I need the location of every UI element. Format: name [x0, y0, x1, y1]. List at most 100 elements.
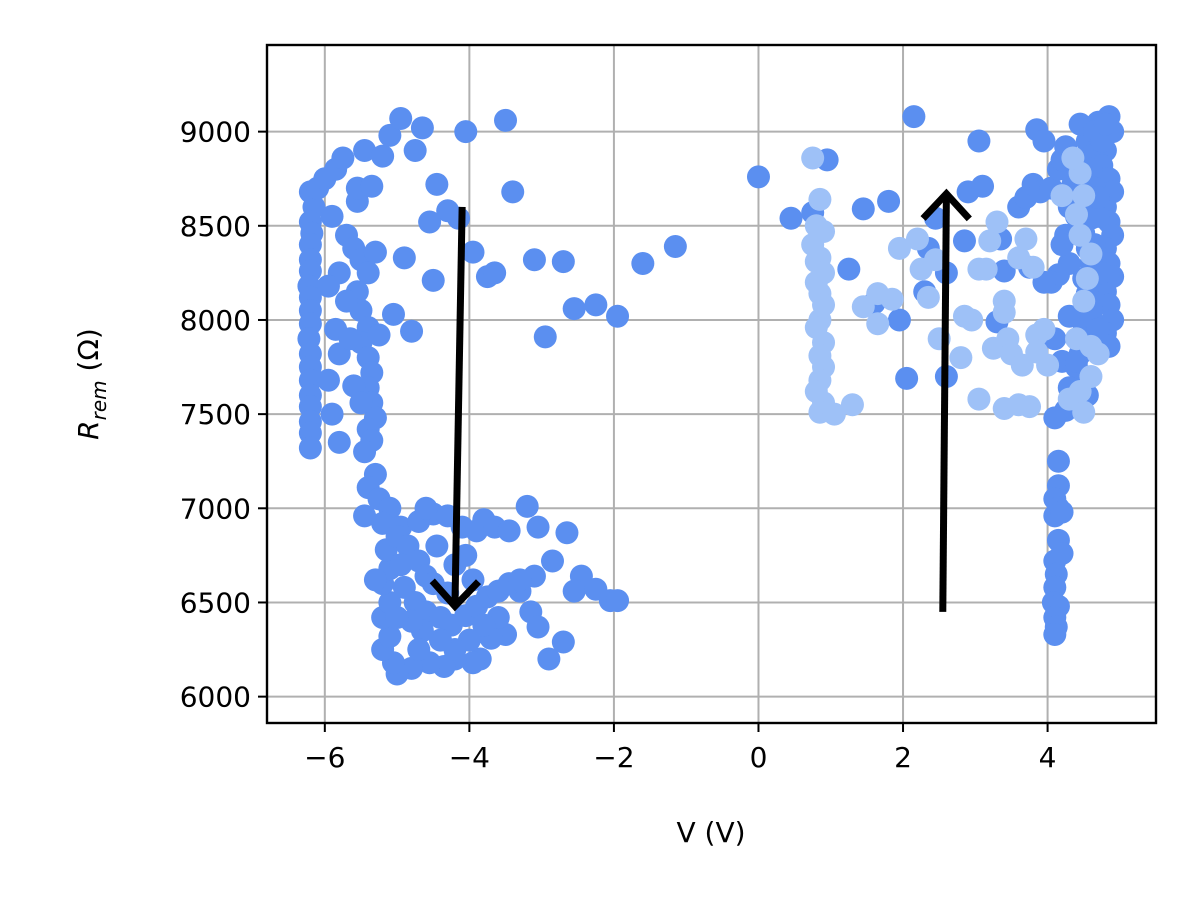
x-tick-label: 2 [894, 741, 912, 774]
data-point [851, 197, 875, 221]
data-point [515, 494, 539, 518]
data-point [353, 504, 377, 528]
data-point [746, 165, 770, 189]
data-point [840, 393, 864, 417]
y-tick-label: 8500 [180, 210, 251, 243]
y-axis-label: Rrem (Ω) [72, 328, 111, 440]
data-point [877, 189, 901, 213]
data-point [978, 229, 1002, 253]
data-point [551, 630, 575, 654]
data-point [1043, 406, 1067, 430]
data-point [461, 651, 485, 675]
annotations [429, 188, 972, 612]
plot-frame [265, 43, 1158, 725]
data-point [1093, 112, 1117, 136]
arrow-shaft [451, 206, 466, 607]
data-point [1032, 317, 1056, 341]
data-point [584, 293, 608, 317]
data-point [494, 108, 518, 132]
data-point [385, 606, 409, 630]
data-point [902, 105, 926, 129]
data-point [320, 204, 344, 228]
data-point [562, 579, 586, 603]
axis-ticks: −6 −4 −2 0 2 4 6000 6500 7000 7500 8000 8500 9000 [180, 116, 1057, 774]
data-point [327, 430, 351, 454]
data-point [1021, 255, 1045, 279]
data-point [1061, 146, 1085, 170]
data-point [454, 120, 478, 144]
data-point [1068, 223, 1092, 247]
data-point [403, 138, 427, 162]
data-point [631, 251, 655, 275]
data-point [887, 236, 911, 260]
data-point [378, 624, 402, 648]
arrow-shaft [939, 193, 950, 612]
data-point [971, 174, 995, 198]
data-point [822, 402, 846, 426]
data-point [1050, 184, 1074, 208]
data-point [371, 144, 395, 168]
data-point [356, 261, 380, 285]
data-point [360, 174, 384, 198]
y-tick-label: 9000 [180, 116, 251, 149]
data-point [1014, 227, 1038, 251]
data-point [663, 235, 687, 259]
data-point [606, 304, 630, 328]
data-point [501, 180, 525, 204]
data-point [353, 138, 377, 162]
data-point [555, 521, 579, 545]
data-point [338, 327, 362, 351]
data-point [537, 647, 561, 671]
data-point [1072, 289, 1096, 313]
data-point [298, 436, 322, 460]
data-point [425, 172, 449, 196]
data-point [472, 613, 496, 637]
arrow-head [429, 578, 482, 612]
data-point [1075, 267, 1099, 291]
data-point [1032, 129, 1056, 153]
data-point [924, 248, 948, 272]
data-point [1072, 400, 1096, 424]
x-axis-label: V (V) [676, 816, 745, 849]
data-point [1079, 334, 1103, 358]
y-axis-label-sub: rem [87, 380, 111, 420]
data-point [949, 346, 973, 370]
data-point [533, 325, 557, 349]
arrow-head [920, 188, 972, 222]
data-point [483, 261, 507, 285]
data-point [1079, 242, 1103, 266]
data-point [967, 387, 991, 411]
data-point [985, 210, 1009, 234]
data-point [1050, 500, 1074, 524]
data-point [1072, 184, 1096, 208]
y-tick-label: 7000 [180, 492, 251, 525]
data-point [392, 246, 416, 270]
data-point [808, 187, 832, 211]
y-tick-label: 6000 [180, 681, 251, 714]
data-point [967, 129, 991, 153]
x-tick-label: −4 [449, 741, 490, 774]
series-0 [297, 105, 1125, 686]
data-point [400, 319, 424, 343]
data-point [1064, 203, 1088, 226]
data-point [418, 210, 442, 234]
data-point [526, 615, 550, 639]
x-tick-label: −2 [593, 741, 634, 774]
data-point [522, 248, 546, 272]
data-point [367, 323, 391, 347]
data-point [331, 146, 355, 170]
data-point [410, 116, 434, 140]
data-point [454, 543, 478, 567]
data-point [425, 534, 449, 558]
data-point [414, 496, 438, 520]
data-point [562, 297, 586, 321]
arrow-down [429, 206, 482, 612]
data-point [952, 229, 976, 253]
data-point [540, 549, 564, 573]
data-point [428, 628, 452, 652]
data-point [1064, 349, 1088, 373]
y-tick-label: 7500 [180, 398, 251, 431]
y-axis-label-unit: (Ω) [72, 328, 105, 380]
data-point [349, 391, 373, 415]
data-point [1046, 449, 1070, 473]
